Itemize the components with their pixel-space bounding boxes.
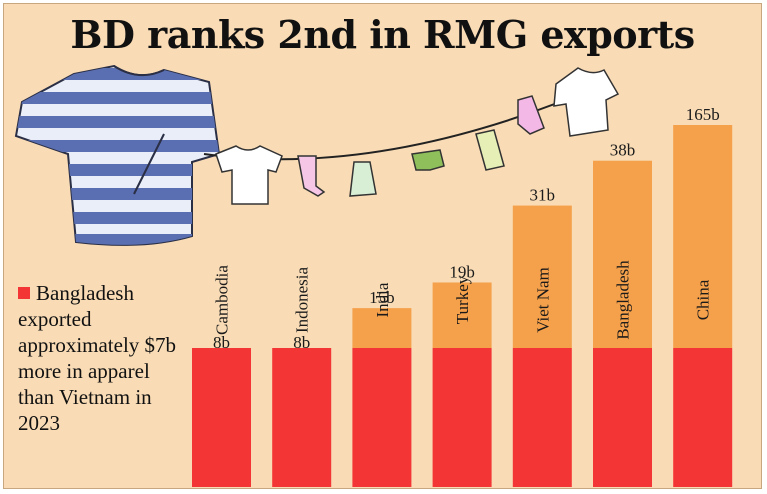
category-label: Indonesia — [293, 267, 312, 334]
category-label: Cambodia — [213, 265, 232, 335]
category-label: Turkey — [453, 275, 472, 324]
category-label: Bangladesh — [614, 260, 633, 340]
bar-viet-nam — [512, 205, 572, 348]
value-label: 8b — [293, 333, 310, 352]
category-label: India — [373, 282, 392, 317]
value-label: 15b — [369, 288, 395, 307]
infographic-frame: BD ranks 2nd in RMG exports — [3, 3, 762, 489]
bar-base — [352, 348, 412, 487]
bar-china — [673, 125, 733, 348]
value-label: 38b — [610, 141, 636, 160]
bar-base — [272, 348, 332, 487]
bar-base — [593, 348, 652, 487]
bar-base — [192, 348, 251, 487]
bar-bangladesh — [593, 160, 652, 348]
striped-shirt-icon — [14, 64, 221, 246]
annotation: Bangladesh exported approximately $7b mo… — [18, 280, 188, 436]
annotation-swatch — [18, 287, 30, 299]
bar-base — [512, 348, 572, 487]
chart-title: BD ranks 2nd in RMG exports — [70, 12, 695, 57]
category-label: China — [694, 279, 713, 320]
category-label: Viet Nam — [533, 267, 552, 333]
bar-india — [352, 308, 412, 348]
value-label: 19b — [449, 262, 475, 281]
value-label: 31b — [530, 186, 556, 205]
value-label: 165b — [686, 105, 720, 124]
bar-base — [432, 348, 492, 487]
bar-turkey — [432, 282, 492, 348]
annotation-text: Bangladesh exported approximately $7b mo… — [18, 281, 177, 435]
value-label: 8b — [213, 333, 230, 352]
bar-base — [673, 348, 733, 487]
